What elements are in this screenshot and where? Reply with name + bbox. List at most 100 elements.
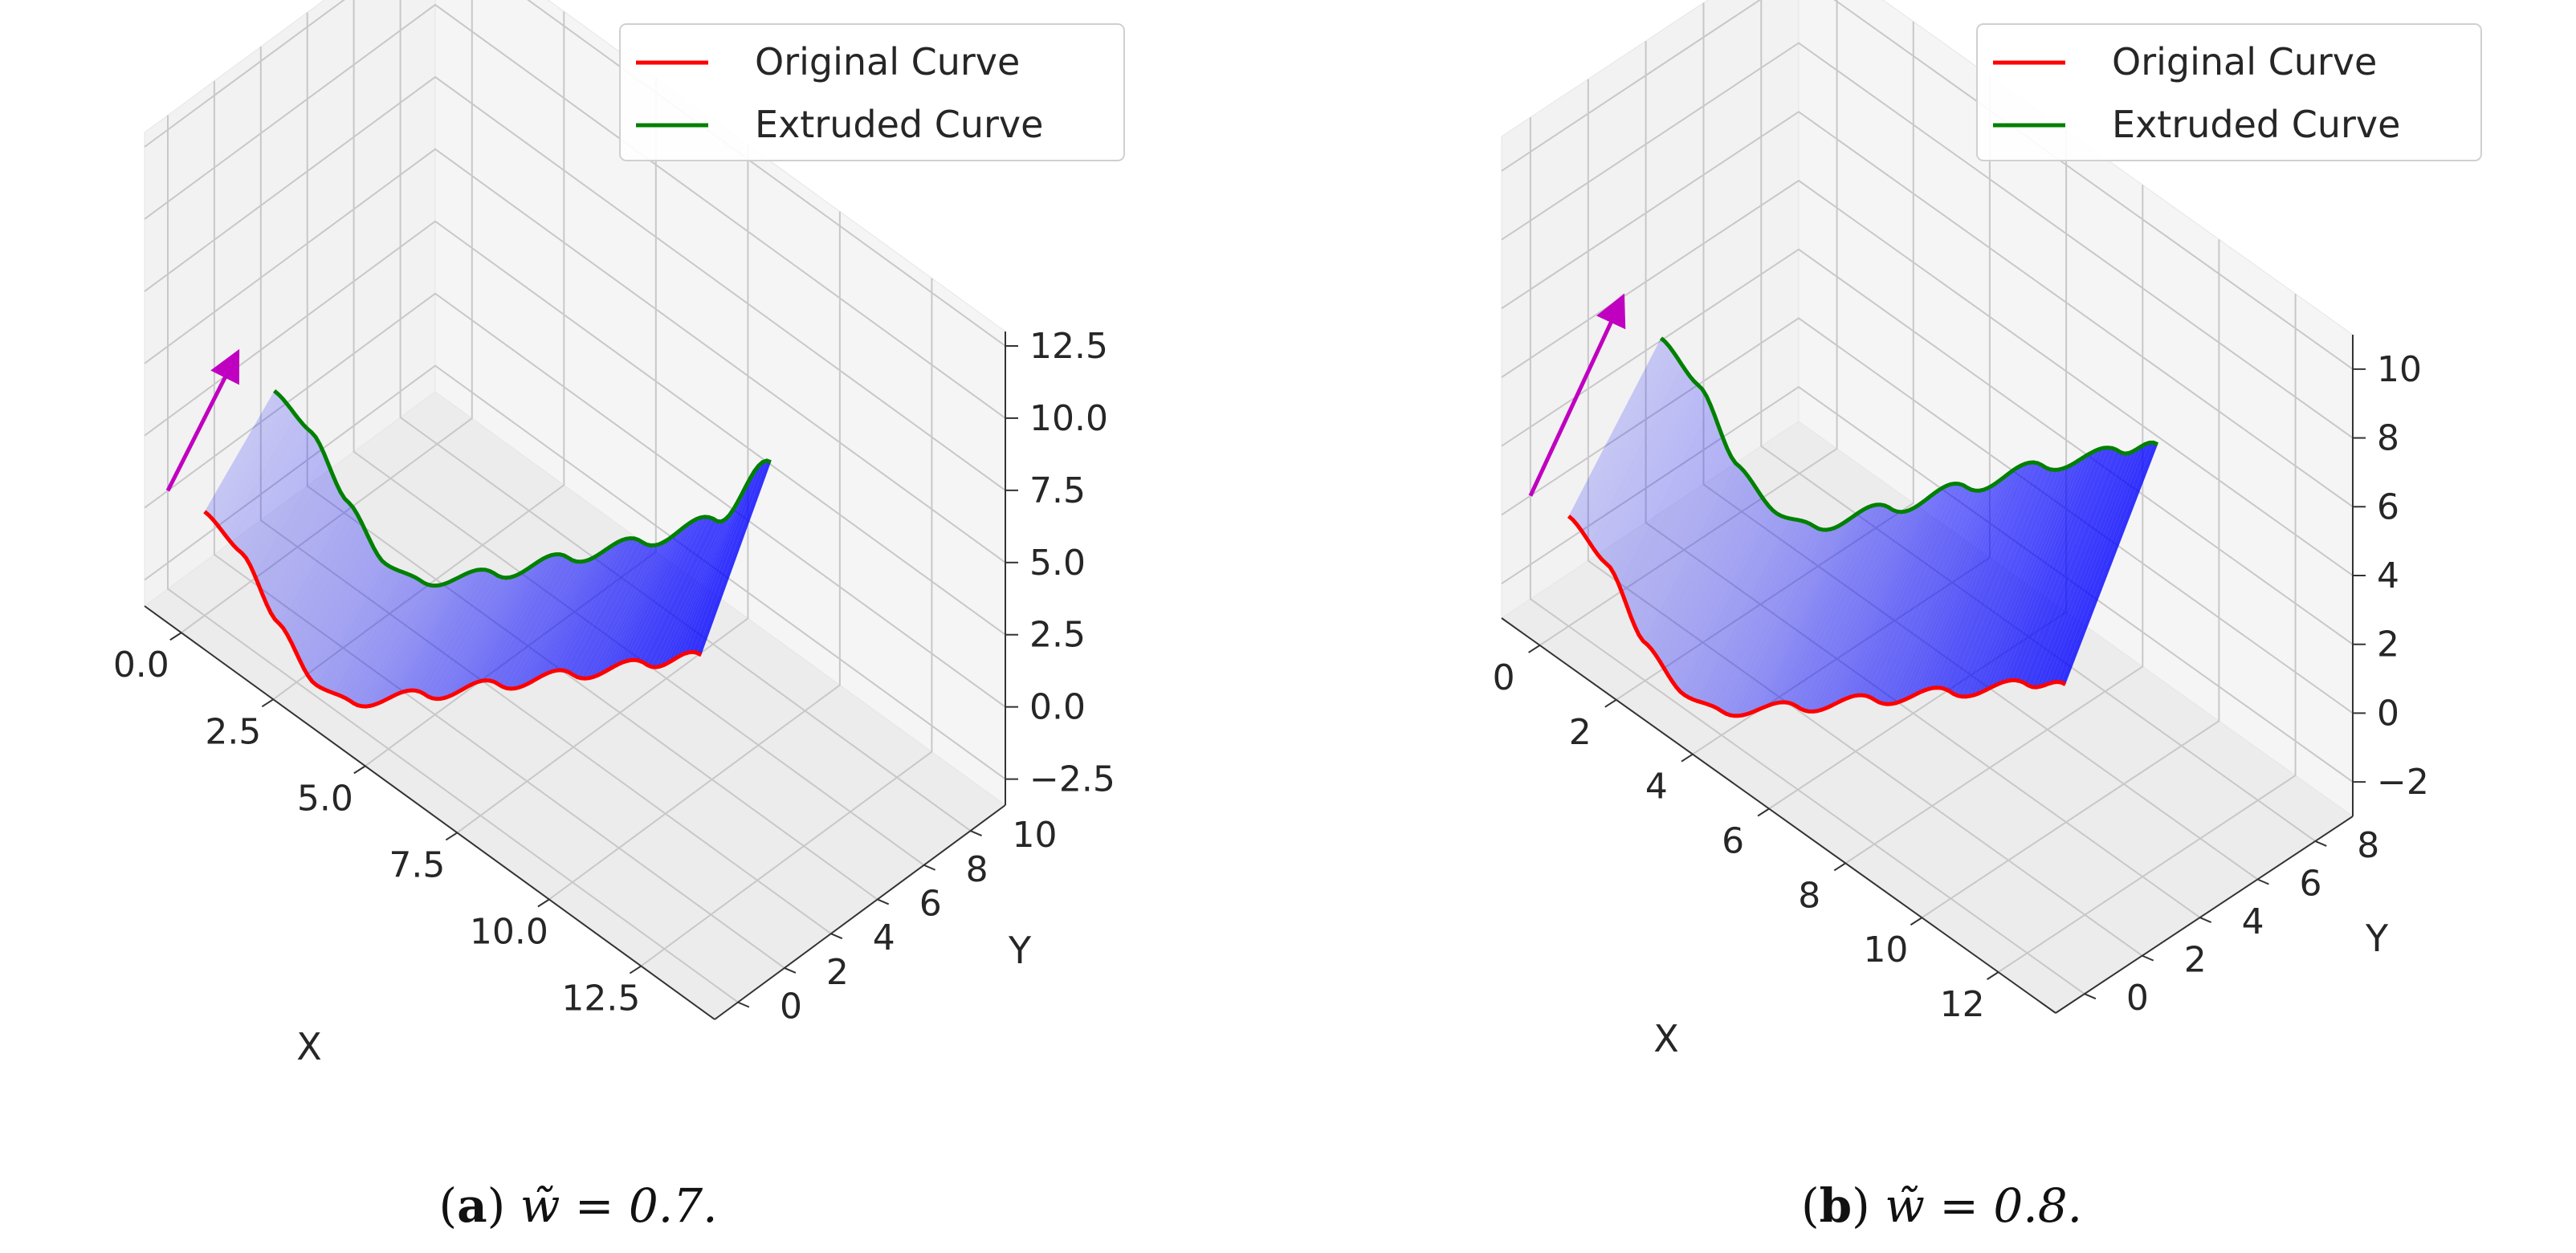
x-tick-label: 5.0 [297,778,353,819]
z-gridline [144,0,1006,347]
surface-strip [221,409,296,535]
surface-strip [1630,438,1727,627]
surface-strip [1937,462,2034,689]
surface-strip [643,519,717,665]
surface-strip [2040,449,2138,687]
z-tick-label: 10.0 [1029,398,1108,439]
surface-strip [1635,448,1732,636]
x-tick [445,832,458,841]
surface-strip [213,398,287,525]
surface-strip [1991,454,2088,688]
surface-strip [457,566,532,693]
surface-strip [1747,523,1844,714]
surface-strip [374,582,449,705]
surface-strip [1966,468,2063,697]
y-tick-label: 6 [919,883,942,924]
surface-strip [507,561,581,689]
y-tick-label: 10 [1013,815,1058,856]
surface-strip [1581,352,1678,536]
surface-strip [469,558,544,686]
x-tick-label: 2 [1569,712,1592,753]
surface-strip [1862,483,1959,696]
x-tick-label: 7.5 [389,844,445,885]
surface-strip [275,498,349,624]
subcaption-b-label: b [1820,1178,1853,1233]
surface-strip [1585,358,1682,543]
surface-strip [486,554,560,681]
y-tick-label: 0 [780,987,802,1027]
surface-strip [1751,520,1848,713]
surface-strip [271,492,345,620]
x-tick [1757,808,1770,817]
surface-strip [1800,510,1897,711]
surface-strip [502,559,577,689]
z-gridline [1501,42,2354,439]
surface-strip [1718,523,1815,712]
x-tick-label: 0.0 [113,645,169,685]
z-gridline [144,75,1006,491]
surface-strip [1626,427,1723,616]
y-tick [830,933,843,940]
surface-strip [1908,477,2005,698]
z-gridline [144,292,1006,708]
y-tick-label: 4 [873,917,895,958]
surface-strip [1841,490,1938,701]
extrusion-direction-arrow [165,348,240,492]
surface-strip [569,539,643,675]
surface-strip [1655,476,1752,661]
y-axis-label: Y [2365,917,2389,960]
x-tick-label: 6 [1722,821,1744,862]
x-tick [629,965,642,974]
legend-label: Original Curve [2112,40,2377,83]
surface-strip [386,576,461,700]
surface-strip [1987,458,2084,690]
surface-strip [304,547,378,676]
surface-strip [1821,506,1918,710]
surface-strip [1659,482,1756,669]
surface-strip [258,463,332,595]
surface-strip [1929,463,2026,690]
surface-strip [2061,442,2158,685]
surface-strip [1651,470,1748,655]
surface-strip [378,580,453,704]
surface-strip [2052,442,2150,683]
surface-strip [217,403,291,530]
surface-strip [1618,405,1715,594]
surface-strip [2048,444,2146,684]
x-tick-label: 12.5 [561,978,640,1019]
x-axis-line [144,605,715,1020]
surface-strip [2056,442,2154,683]
extrusion-surface [1568,338,2158,716]
x-tick [537,898,550,908]
surface-strip [287,514,361,643]
y-tick-label: 2 [2184,940,2207,981]
surface-strip [1668,494,1765,681]
x-gridline [1844,185,2144,864]
surface-strip [1962,470,2059,697]
left-pane [1501,0,1800,619]
x-tick-label: 12 [1940,984,1985,1025]
surface-strip [634,516,709,661]
surface-strip [328,570,403,694]
x-tick-label: 2.5 [205,711,261,752]
surface-strip [1825,502,1922,709]
surface-strip [622,519,697,663]
surface-strip [332,572,407,695]
x-tick [169,632,182,641]
surface-strip [1738,527,1835,716]
x-gridline [1998,294,2297,973]
surface-strip [345,577,419,701]
legend-label: Original Curve [755,40,1020,83]
surface-strip [262,474,336,604]
surface-strip [316,563,390,688]
surface-strip [1899,482,1996,702]
surface-strip [1734,529,1831,716]
surface-strip [1759,515,1856,710]
z-gridline [144,3,1006,419]
surface-strip [2032,453,2129,688]
legend-box [619,23,1125,161]
surface-strip [1767,509,1865,706]
surface-strip [1605,384,1702,568]
